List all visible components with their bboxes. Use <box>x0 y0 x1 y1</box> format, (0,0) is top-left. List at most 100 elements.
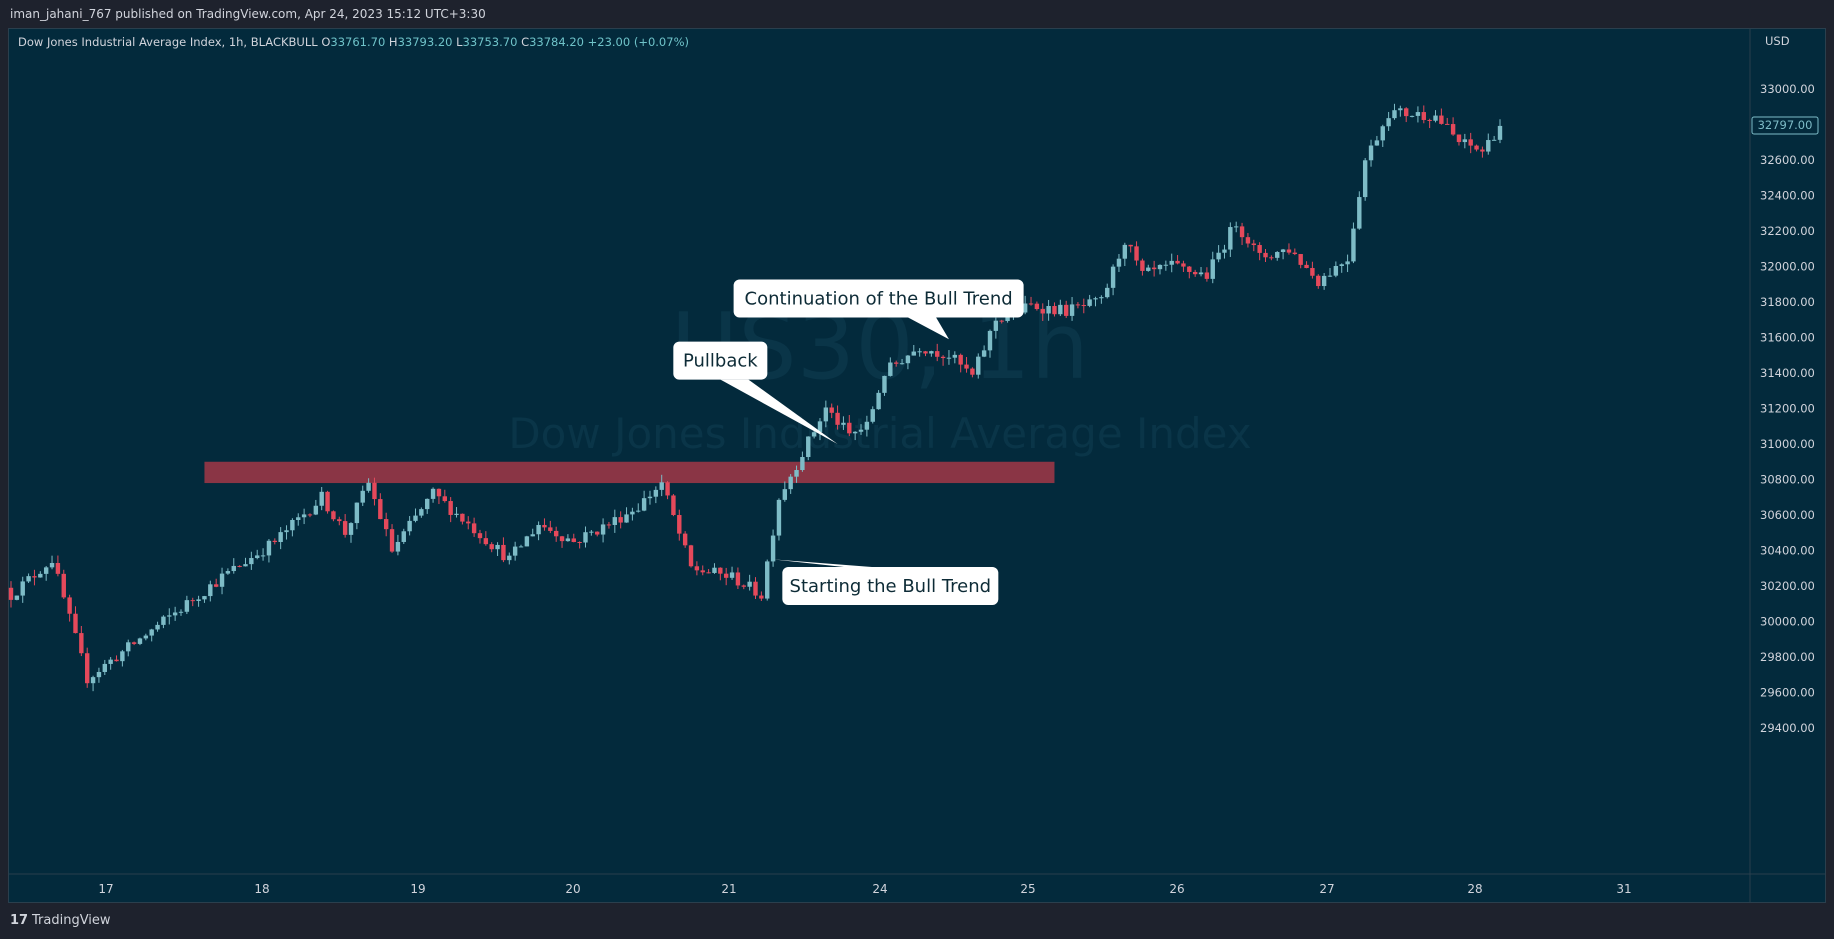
candle-body <box>806 436 811 458</box>
candle-body <box>14 595 20 600</box>
candle-body <box>1151 267 1157 270</box>
candle-body <box>1210 259 1215 279</box>
candle-body <box>360 490 365 503</box>
candle-body <box>700 570 705 573</box>
footer: 17 TradingView <box>0 903 1834 939</box>
resistance-zone-band <box>204 461 1055 484</box>
candle-body <box>1146 267 1151 271</box>
candle-body <box>102 663 107 672</box>
tradingview-logo-icon[interactable]: 17 <box>10 913 29 928</box>
candle-body <box>1462 139 1468 143</box>
candle-body <box>1046 306 1051 314</box>
candle-body <box>518 546 524 548</box>
price-tick-label: 31200.00 <box>1760 402 1815 416</box>
candle-body <box>190 600 195 602</box>
low-value: 33753.70 <box>462 35 518 49</box>
candle-body <box>682 533 688 546</box>
callout-text: Pullback <box>683 351 758 372</box>
candle-body <box>1386 118 1391 127</box>
symbol-legend: Dow Jones Industrial Average Index, 1h, … <box>18 35 689 49</box>
candle-body <box>1345 261 1350 265</box>
time-tick-label: 17 <box>98 882 113 896</box>
candle-body <box>1404 108 1409 117</box>
candle-body <box>167 615 172 617</box>
time-tick-label: 27 <box>1319 882 1334 896</box>
callout-pointer <box>773 559 872 567</box>
candle-body <box>489 544 494 550</box>
candle-body <box>131 642 137 644</box>
candle-body <box>243 564 248 567</box>
candle-body <box>313 505 319 515</box>
price-tick-label: 31000.00 <box>1760 437 1815 451</box>
candle-body <box>61 573 66 598</box>
candle-body <box>1480 149 1485 152</box>
price-tick-label: 29400.00 <box>1760 721 1815 735</box>
candle-body <box>536 524 541 535</box>
time-tick-label: 31 <box>1616 882 1631 896</box>
candle-body <box>1069 304 1075 316</box>
candle-body <box>1022 303 1028 313</box>
open-label: O <box>321 35 331 49</box>
candle-body <box>1439 115 1444 124</box>
candle-body <box>219 573 225 587</box>
tradingview-logo-text[interactable]: TradingView <box>32 913 111 928</box>
candle-body <box>208 584 213 597</box>
candle-body <box>1005 315 1010 322</box>
candle-body <box>348 523 354 535</box>
currency-label[interactable]: USD <box>1765 34 1790 48</box>
candle-body <box>888 362 893 376</box>
candle-body <box>1081 305 1086 307</box>
candle-body <box>79 633 84 654</box>
candle-body <box>1468 139 1473 146</box>
candle-body <box>1280 249 1286 253</box>
candle-body <box>325 491 330 512</box>
candle-body <box>108 659 113 664</box>
candle-body <box>864 421 870 430</box>
candle-body <box>782 489 788 500</box>
candle-body <box>688 545 694 567</box>
candle-body <box>905 355 911 364</box>
candle-body <box>1327 275 1333 277</box>
candle-body <box>671 495 676 516</box>
callout-text: Continuation of the Bull Trend <box>745 288 1013 309</box>
candle-body <box>1351 228 1356 262</box>
candle-body <box>419 509 424 516</box>
price-tick-label: 32400.00 <box>1760 189 1815 203</box>
candle-body <box>501 544 506 561</box>
candle-body <box>952 354 958 358</box>
candle-body <box>788 476 793 490</box>
candle-body <box>471 523 477 534</box>
candle-body <box>26 576 31 582</box>
candle-body <box>149 629 154 636</box>
callout-0: Starting the Bull Trend <box>773 559 999 605</box>
callout-pointer <box>720 379 838 444</box>
watermark-name: Dow Jones Industrial Average Index <box>508 409 1251 458</box>
candle-body <box>143 635 149 639</box>
candle-body <box>67 597 72 614</box>
candle-body <box>1380 126 1385 141</box>
candle-body <box>85 653 90 684</box>
candle-body <box>296 517 301 520</box>
candle-body <box>770 535 776 562</box>
candle-body <box>882 375 887 393</box>
price-tick-label: 31400.00 <box>1760 366 1815 380</box>
candle-body <box>73 613 78 634</box>
candle-body <box>237 565 242 567</box>
candle-body <box>548 527 553 531</box>
candle-body <box>641 498 647 511</box>
candle-body <box>741 585 746 587</box>
candle-body <box>425 498 430 510</box>
candle-body <box>32 576 37 578</box>
candle-body <box>184 600 190 612</box>
time-tick-label: 20 <box>565 882 580 896</box>
candle-body <box>870 409 875 422</box>
resistance-zone <box>204 461 1055 484</box>
candle-body <box>284 530 289 533</box>
candle-body <box>477 533 483 539</box>
time-tick-label: 25 <box>1020 882 1035 896</box>
candle-body <box>1310 268 1315 276</box>
candle-body <box>1110 266 1116 288</box>
candle-body <box>1234 226 1239 228</box>
candle-body <box>278 532 283 543</box>
